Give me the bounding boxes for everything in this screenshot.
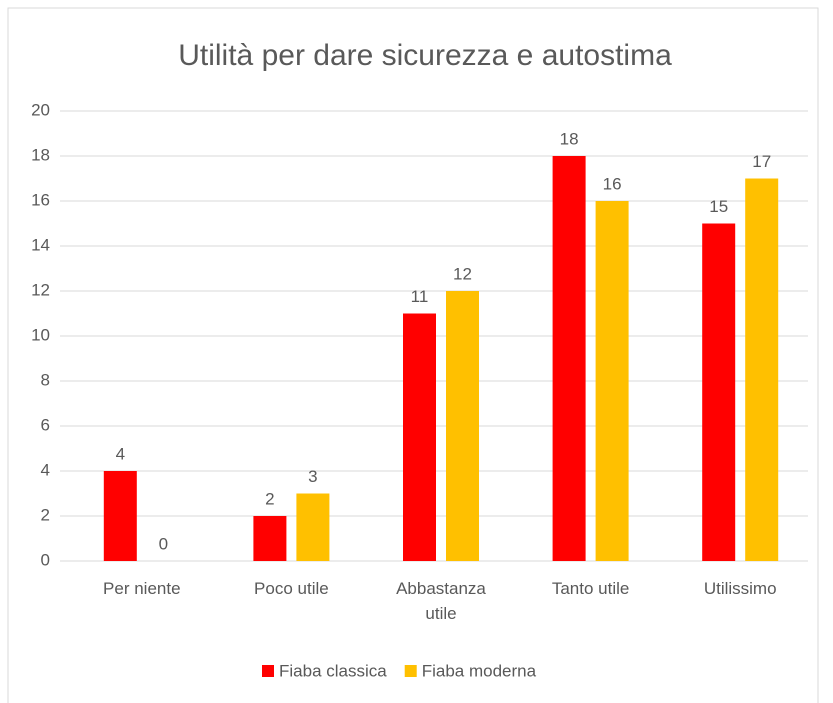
data-label: 12 <box>453 264 472 283</box>
data-label: 15 <box>709 197 728 216</box>
data-label: 3 <box>308 467 317 486</box>
legend-label: Fiaba moderna <box>422 661 537 680</box>
x-tick-label: Tanto utile <box>551 579 630 598</box>
data-label: 18 <box>560 129 579 148</box>
y-tick-label: 0 <box>41 550 50 569</box>
data-label: 0 <box>159 534 168 553</box>
y-tick-label: 12 <box>31 280 50 299</box>
x-tick-label: Utilissimo <box>703 579 777 598</box>
legend-label: Fiaba classica <box>279 661 387 680</box>
y-tick-label: 20 <box>31 100 50 119</box>
x-tick-label: Poco utile <box>254 579 329 598</box>
bar <box>403 313 436 561</box>
bar <box>253 516 287 561</box>
y-tick-label: 16 <box>31 190 50 209</box>
bar <box>296 493 330 561</box>
y-tick-label: 10 <box>31 325 50 344</box>
data-label: 17 <box>752 152 771 171</box>
bar <box>595 201 629 561</box>
legend-swatch <box>404 665 417 677</box>
bar <box>702 223 736 561</box>
bar <box>446 291 479 561</box>
legend-swatch <box>262 665 274 677</box>
data-label: 11 <box>411 287 429 306</box>
bar <box>552 156 586 561</box>
x-tick-label: Per niente <box>103 579 181 598</box>
y-tick-label: 8 <box>41 370 50 389</box>
y-tick-label: 18 <box>31 145 50 164</box>
data-label: 2 <box>265 489 274 508</box>
y-tick-label: 4 <box>41 460 50 479</box>
data-label: 4 <box>116 444 125 463</box>
y-tick-label: 2 <box>41 505 50 524</box>
data-label: 16 <box>603 174 622 193</box>
y-tick-label: 6 <box>41 415 50 434</box>
x-tick-label: Abbastanza utile <box>396 579 486 623</box>
bar <box>745 178 779 561</box>
chart-title: Utilità per dare sicurezza e autostima <box>178 39 672 72</box>
bar <box>103 471 137 561</box>
y-tick-label: 14 <box>31 235 50 254</box>
